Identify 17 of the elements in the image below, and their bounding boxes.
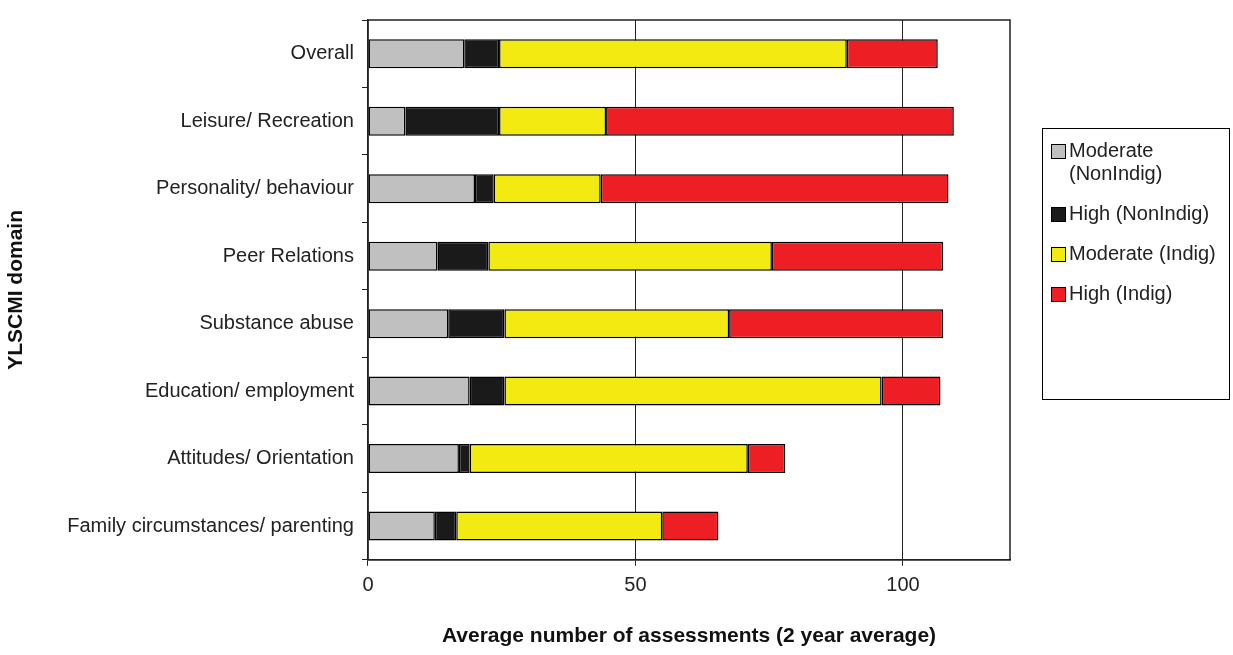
y-axis-title: YLSCMI domain [3, 209, 27, 370]
y-tick-label: Peer Relations [222, 243, 354, 266]
legend-label: High (NonIndig) [1069, 202, 1210, 225]
x-tick-label: 0 [362, 573, 374, 596]
legend-label: Moderate (NonIndig) [1069, 139, 1164, 185]
y-tick-label: Education/ employment [144, 378, 355, 401]
y-tick-label: Substance abuse [199, 311, 354, 334]
y-tick-label: Family circumstances/ parenting [67, 513, 354, 536]
y-tick-label: Leisure/ Recreation [180, 108, 354, 131]
x-tick-label: 100 [886, 573, 920, 596]
y-tick-label: Personality/ behaviour [156, 176, 355, 199]
legend-label: Moderate (Indig) [1069, 242, 1216, 265]
x-axis-title: Average number of assessments (2 year average) [441, 623, 937, 647]
y-tick-label: Overall [290, 41, 354, 64]
x-tick-label: 50 [624, 573, 647, 596]
legend-label: High (Indig) [1069, 282, 1173, 305]
y-tick-label: Attitudes/ Orientation [167, 446, 354, 469]
